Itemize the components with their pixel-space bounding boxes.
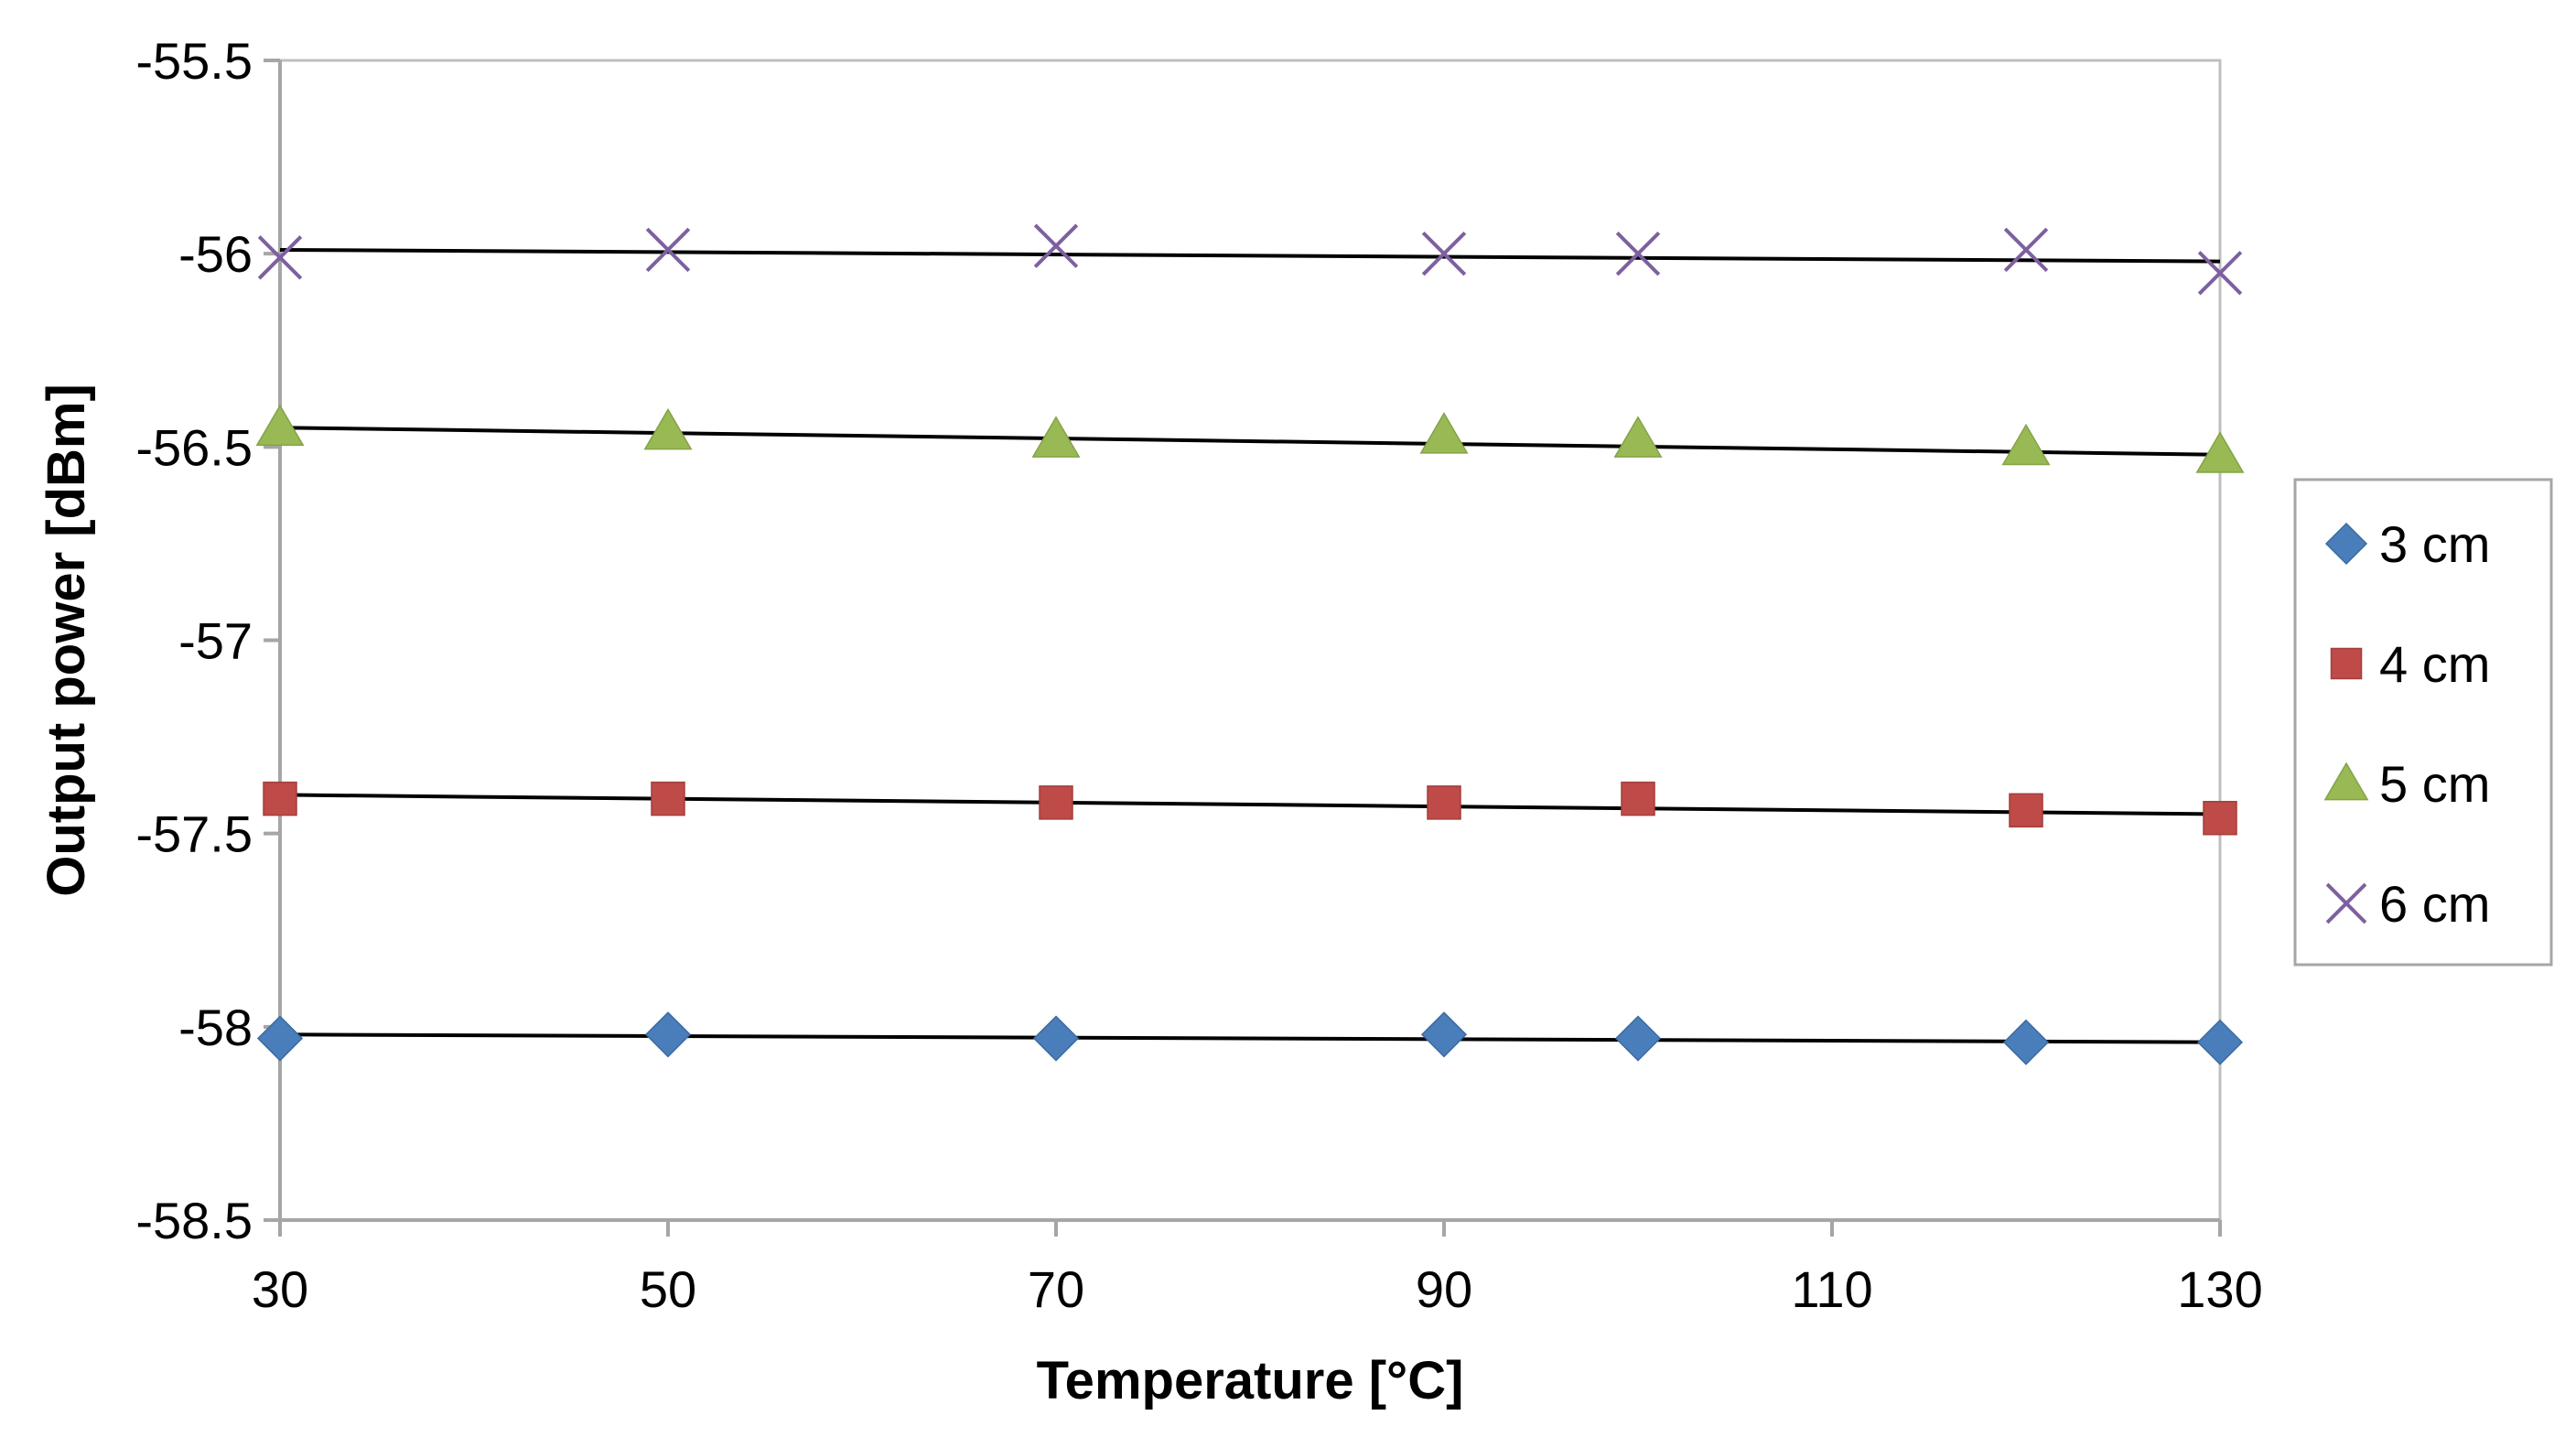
data-point-6-cm bbox=[1033, 223, 1079, 268]
x-tick-label: 30 bbox=[252, 1260, 308, 1318]
plot-area bbox=[278, 59, 2222, 1222]
legend-marker-3-cm bbox=[2324, 522, 2368, 566]
trendlines bbox=[279, 247, 2221, 1044]
y-tick-label: -57 bbox=[178, 612, 253, 670]
data-point-3-cm bbox=[1032, 1015, 1080, 1062]
x-tick-label: 110 bbox=[1791, 1260, 1872, 1318]
legend-label-5-cm: 5 cm bbox=[2379, 755, 2490, 813]
y-axis-title: Output power [dBm] bbox=[37, 384, 96, 897]
data-point-3-cm bbox=[1614, 1015, 1662, 1062]
data-point-6-cm-stroke bbox=[1421, 231, 1467, 276]
data-point-6-cm-stroke bbox=[2197, 251, 2243, 296]
y-tick-label: -56.5 bbox=[135, 418, 253, 476]
x-tick-label: 130 bbox=[2177, 1260, 2262, 1318]
data-point-6-cm bbox=[2197, 251, 2243, 296]
data-point-6-cm-stroke bbox=[1033, 223, 1079, 268]
y-tick-label: -56 bbox=[178, 225, 253, 283]
legend-label-6-cm: 6 cm bbox=[2379, 875, 2490, 933]
data-point-5-cm bbox=[1031, 416, 1081, 458]
legend-box bbox=[2293, 478, 2553, 967]
data-point-6-cm bbox=[1421, 231, 1467, 276]
data-point-3-cm bbox=[1420, 1011, 1468, 1058]
data-point-4-cm bbox=[2203, 801, 2237, 836]
x-tick-label: 90 bbox=[1416, 1260, 1472, 1318]
data-point-4-cm bbox=[651, 781, 685, 816]
trendline-4-cm bbox=[279, 793, 2221, 816]
y-tick-label: -57.5 bbox=[135, 805, 253, 863]
data-point-5-cm bbox=[2001, 423, 2051, 466]
data-point-4-cm bbox=[1427, 785, 1461, 820]
data-point-3-cm bbox=[644, 1011, 692, 1058]
y-tick-label: -58.5 bbox=[135, 1192, 253, 1249]
x-tick-label: 70 bbox=[1028, 1260, 1084, 1318]
trendline-5-cm bbox=[279, 426, 2221, 457]
data-point-4-cm bbox=[1039, 785, 1073, 820]
data-point-4-cm bbox=[263, 781, 297, 816]
data-point-4-cm bbox=[1621, 781, 1655, 816]
trendline-6-cm bbox=[279, 247, 2221, 264]
data-point-6-cm-stroke bbox=[257, 235, 303, 280]
legend: 3 cm 4 cm 5 cm 6 cm bbox=[2293, 478, 2553, 967]
data-point-5-cm bbox=[643, 407, 693, 450]
data-point-6-cm bbox=[257, 235, 303, 280]
data-point-6-cm-stroke bbox=[2003, 227, 2049, 273]
legend-marker-5-cm bbox=[2323, 762, 2369, 801]
data-point-3-cm bbox=[2196, 1019, 2244, 1065]
data-point-5-cm bbox=[1613, 416, 1663, 458]
data-point-4-cm bbox=[2009, 793, 2043, 828]
y-tick-label: -55.5 bbox=[135, 32, 253, 90]
series-3-cm bbox=[256, 1011, 2244, 1065]
data-point-6-cm-stroke bbox=[645, 227, 691, 273]
tick-labels: -55.5 -56 -56.5 -57 -57.5 -58 -58.5 30 50 70 90 110… bbox=[135, 32, 2262, 1318]
data-point-3-cm bbox=[2002, 1019, 2050, 1065]
data-point-6-cm bbox=[2003, 227, 2049, 273]
data-point-3-cm bbox=[256, 1015, 304, 1062]
series-4-cm bbox=[263, 781, 2237, 836]
legend-marker-6-cm bbox=[2325, 882, 2367, 924]
legend-label-3-cm: 3 cm bbox=[2379, 515, 2490, 573]
legend-label-4-cm: 4 cm bbox=[2379, 635, 2490, 693]
data-point-6-cm bbox=[1615, 231, 1661, 276]
data-point-6-cm-stroke bbox=[1615, 231, 1661, 276]
data-point-5-cm bbox=[255, 404, 305, 447]
series-6-cm bbox=[257, 223, 2243, 296]
data-point-6-cm bbox=[645, 227, 691, 273]
x-tick-label: 50 bbox=[640, 1260, 696, 1318]
data-markers bbox=[255, 223, 2245, 1065]
data-point-5-cm bbox=[1419, 412, 1469, 454]
trendline-3-cm bbox=[279, 1032, 2221, 1044]
series-5-cm bbox=[255, 404, 2245, 473]
x-axis-title: Temperature [°C] bbox=[1037, 1351, 1464, 1410]
legend-marker-6-cm-stroke bbox=[2325, 882, 2367, 924]
legend-marker-4-cm bbox=[2330, 647, 2363, 680]
y-tick-label: -58 bbox=[178, 999, 253, 1056]
data-point-5-cm bbox=[2195, 431, 2245, 473]
